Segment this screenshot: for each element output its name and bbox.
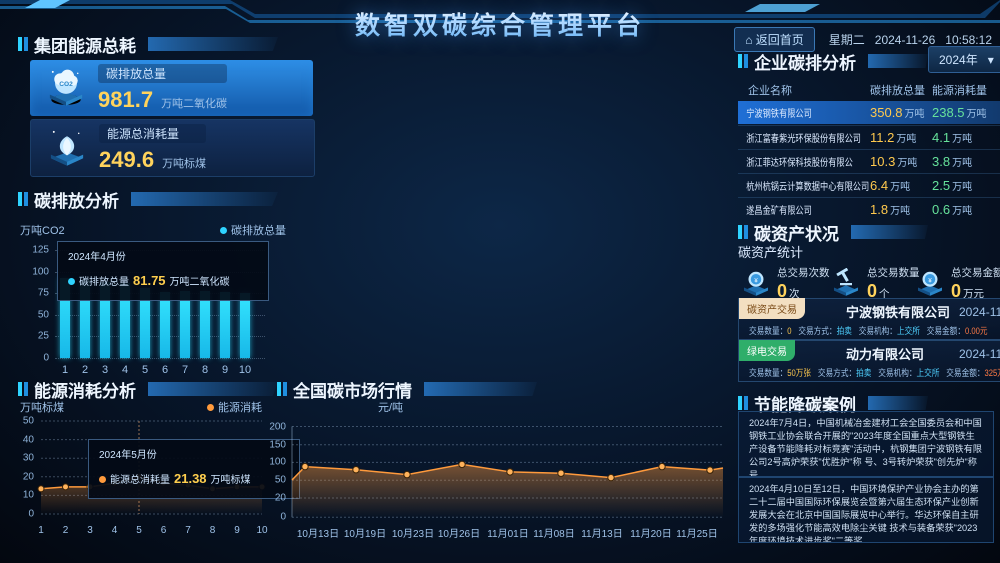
svg-text:CO2: CO2 <box>59 81 73 88</box>
